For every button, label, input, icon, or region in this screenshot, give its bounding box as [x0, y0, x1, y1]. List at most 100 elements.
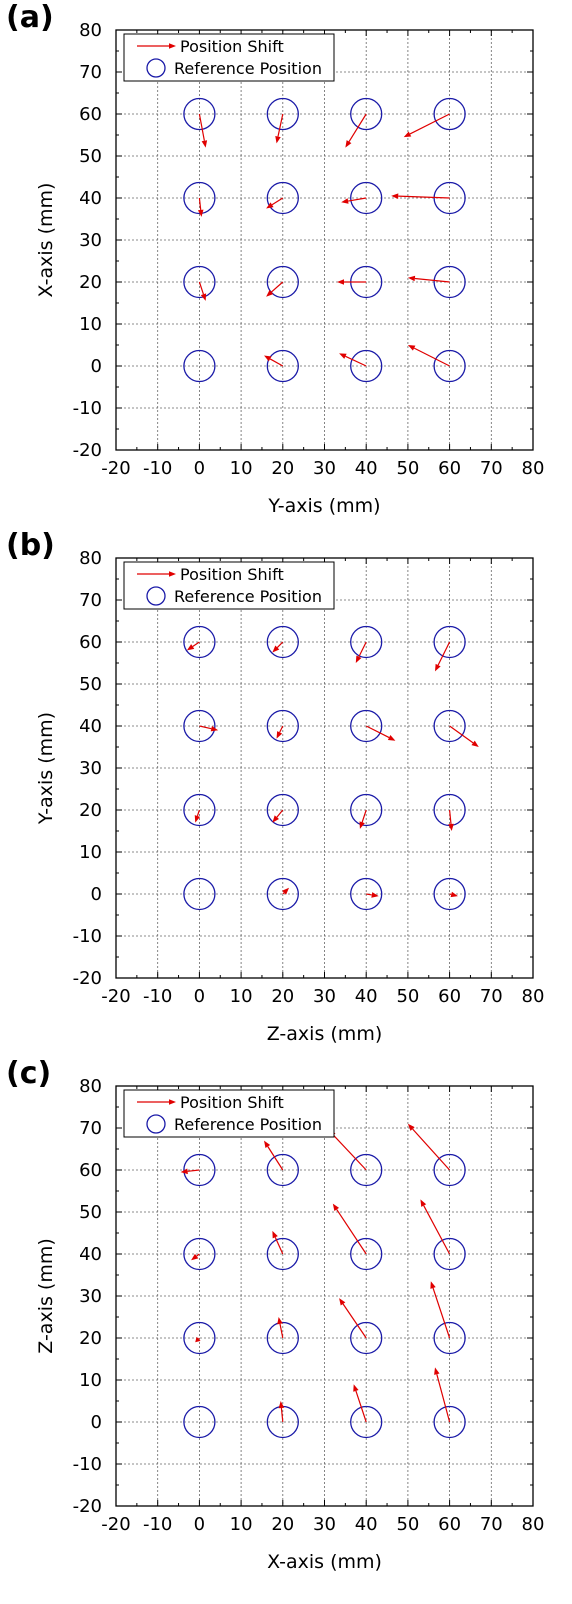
y-tick-label: 60	[79, 632, 102, 653]
series-reference-position	[183, 625, 466, 911]
x-tick-label: 30	[313, 458, 336, 479]
x-tick-label: 70	[480, 458, 503, 479]
x-tick-label: 60	[438, 1514, 461, 1535]
shift-arrow	[341, 197, 367, 204]
shift-arrow	[266, 281, 284, 297]
reference-circle	[266, 97, 299, 131]
y-tick-label: 70	[79, 62, 102, 83]
x-tick-label: 60	[438, 458, 461, 479]
panel-a: (a) -20 -20 -10 -10 0 0 10 10 20 20 30 30 40 40 50 50 60…	[0, 0, 572, 530]
legend-label-reference-position: Reference Position	[174, 587, 322, 606]
y-tick-label: 40	[79, 188, 102, 209]
reference-circle	[350, 709, 383, 743]
x-tick-label: -10	[143, 986, 172, 1007]
shift-arrow	[448, 809, 454, 831]
x-tick-label: 20	[271, 986, 294, 1007]
shift-arrow	[420, 1199, 451, 1255]
reference-circle	[350, 793, 383, 827]
x-tick-label: 30	[313, 986, 336, 1007]
reference-circle	[433, 265, 466, 299]
x-tick-label: -20	[101, 1514, 130, 1535]
reference-circle	[350, 349, 383, 383]
reference-circle	[183, 265, 216, 299]
y-tick-label: 50	[79, 1202, 102, 1223]
y-tick-label: 20	[79, 1328, 102, 1349]
axes: -20-20 -10 -10 0 0 10 10 20 20 30 30 40 40 50 50 60 60 70…	[73, 20, 545, 479]
y-tick-label: -20	[73, 440, 102, 461]
series-position-shift	[186, 641, 479, 898]
legend-label-position-shift: Position Shift	[180, 37, 284, 56]
reference-circle	[433, 625, 466, 659]
x-axis-title: X-axis (mm)	[267, 1551, 382, 1573]
legend: Position Shift Reference Position	[123, 561, 335, 610]
reference-circle	[350, 1321, 383, 1355]
legend-arrow-symbol	[137, 43, 176, 49]
x-tick-label: 10	[230, 458, 253, 479]
y-tick-label: 10	[79, 842, 102, 863]
reference-circle	[183, 97, 216, 131]
x-tick-label: 20	[271, 458, 294, 479]
shift-arrow	[345, 113, 367, 148]
shift-arrow	[435, 641, 451, 672]
y-tick-label: 20	[79, 800, 102, 821]
legend-label-position-shift: Position Shift	[180, 1093, 284, 1112]
panel-label: (b)	[6, 528, 55, 563]
grid	[116, 30, 533, 450]
shift-arrow	[355, 641, 367, 663]
x-axis-title: Z-axis (mm)	[267, 1023, 382, 1045]
y-tick-label: 70	[79, 590, 102, 611]
shift-arrow	[449, 891, 458, 898]
chart-b: -20-20 -10 -10 0 0 10 10 20 20 30 30 40 40 50 50 60 60 70…	[35, 548, 544, 1045]
y-tick-label: -20	[73, 1496, 102, 1517]
shift-arrow	[337, 279, 367, 285]
panel-c: (c) -20 -20 -10 -10 0 0 10 10 20 20 30 30 40 40 50 50 60…	[0, 1056, 572, 1586]
shift-arrow	[353, 1384, 367, 1423]
x-tick-label: 40	[355, 986, 378, 1007]
reference-circle	[350, 97, 383, 131]
shift-arrow	[365, 725, 396, 741]
shift-arrow	[272, 641, 284, 653]
shift-arrow	[407, 345, 450, 367]
legend-label-reference-position: Reference Position	[174, 59, 322, 78]
reference-circle	[433, 1321, 466, 1355]
shift-arrow	[276, 725, 284, 739]
reference-circle	[433, 709, 466, 743]
y-tick-label: 30	[79, 758, 102, 779]
shift-arrow	[403, 113, 450, 138]
y-axis-title: Z-axis (mm)	[35, 1238, 57, 1353]
shift-arrow	[430, 1281, 451, 1339]
reference-circle	[266, 625, 299, 659]
legend-box	[123, 561, 335, 610]
reference-circle	[350, 1405, 383, 1439]
shift-arrow	[339, 353, 367, 367]
x-tick-label: 70	[480, 986, 503, 1007]
shift-arrow	[194, 809, 201, 823]
legend-circle-symbol	[146, 58, 166, 78]
shift-arrow	[407, 275, 450, 283]
reference-circle	[350, 625, 383, 659]
y-tick-label: 80	[79, 20, 102, 41]
series-position-shift	[180, 1123, 451, 1423]
y-tick-label: 60	[79, 1160, 102, 1181]
y-tick-label: 80	[79, 548, 102, 569]
shift-arrow	[359, 809, 367, 829]
axes: -20-20 -10 -10 0 0 10 10 20 20 30 30 40 40 50 50 60 60 70…	[73, 1076, 545, 1535]
x-tick-label: -10	[143, 458, 172, 479]
y-tick-label: 40	[79, 716, 102, 737]
shift-arrow	[366, 892, 379, 898]
reference-circle	[183, 349, 216, 383]
x-tick-label: 80	[522, 1514, 545, 1535]
shift-arrow	[449, 725, 479, 747]
x-tick-label: 0	[194, 986, 205, 1007]
reference-circle	[433, 349, 466, 383]
y-tick-label: 20	[79, 272, 102, 293]
x-tick-label: 50	[396, 1514, 419, 1535]
x-tick-label: -10	[143, 1514, 172, 1535]
y-axis-title: X-axis (mm)	[35, 183, 57, 298]
y-tick-label: -10	[73, 1454, 102, 1475]
y-axis-title: Y-axis (mm)	[35, 712, 57, 825]
series-position-shift	[197, 113, 450, 367]
x-tick-label: 10	[230, 1514, 253, 1535]
reference-circle	[350, 877, 383, 911]
